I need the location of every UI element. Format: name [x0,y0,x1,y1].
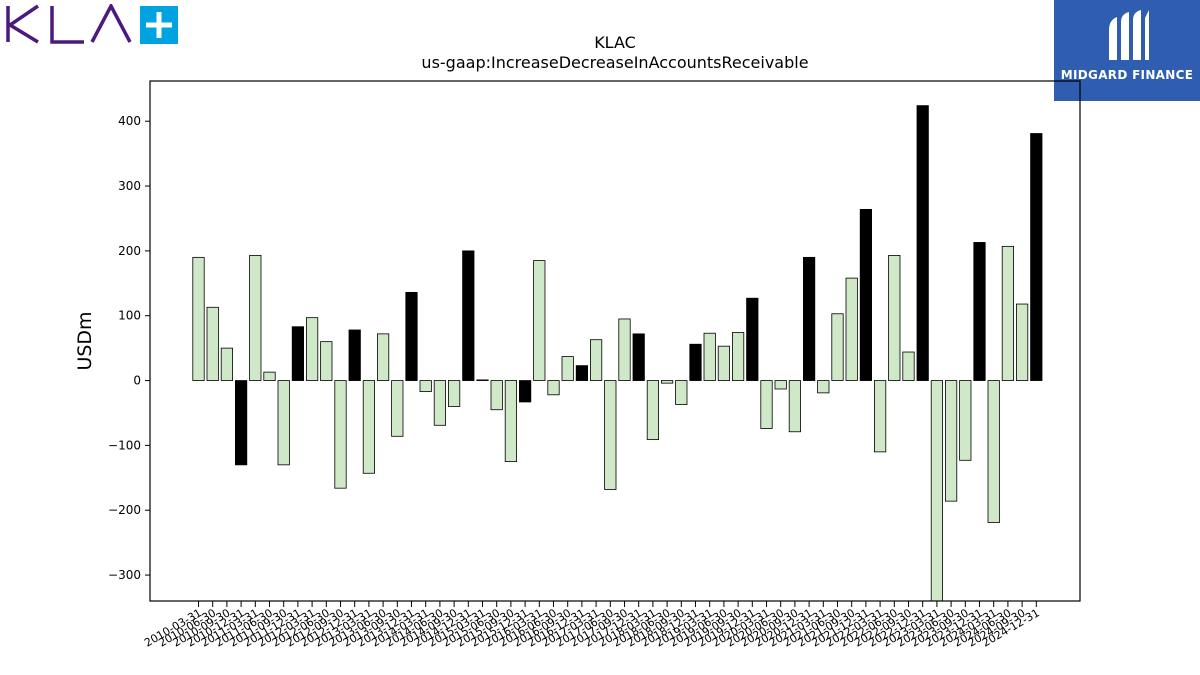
bar-2019-03-31 [703,332,716,381]
bar-2011-03-31 [249,255,262,381]
bar-2021-09-30 [845,277,858,381]
bar-2017-09-30 [618,318,631,381]
bar-2017-12-31 [632,333,645,381]
bar-2018-12-31 [689,343,702,381]
y-axis: −300 −200 −100 0 100 200 300 400 [108,114,150,582]
bar-2022-03-31 [874,380,887,453]
bar-2024-09-30 [1016,303,1029,381]
bar-2021-12-31 [859,208,873,381]
plot-frame [149,80,1081,602]
y-tick-label: −100 [108,438,141,452]
bar-2023-09-30 [959,380,972,461]
bar-2013-06-30 [376,333,390,381]
bar-2017-03-31 [590,339,603,381]
bar-2013-09-30 [391,380,404,437]
bar-2013-12-31 [405,291,418,381]
bar-2022-06-30 [888,255,901,381]
y-tick-label: 100 [118,309,141,323]
bar-2024-12-31 [1030,133,1043,381]
bar-2020-06-30 [774,380,787,390]
bar-2019-06-30 [717,345,731,381]
bar-2021-03-31 [817,380,830,394]
x-axis: 2010-03-312010-06-302010-09-302010-12-31… [142,601,1042,650]
bar-2016-03-31 [533,260,546,381]
bar-2016-06-30 [547,380,560,396]
bar-2014-09-30 [447,380,461,407]
bar-2016-09-30 [561,356,574,381]
y-tick-label: 400 [118,114,141,128]
bars-layer [192,105,1043,602]
bar-2019-09-30 [732,332,745,381]
bar-2020-03-31 [760,380,773,429]
bar-2015-09-30 [504,380,518,462]
bar-2022-09-30 [902,351,915,381]
chart-subtitle: us-gaap:IncreaseDecreaseInAccountsReceiv… [421,53,808,72]
bar-2020-12-31 [803,256,816,381]
kla-logo [6,4,178,44]
midgard-logo-icon [1109,10,1149,60]
y-tick-label: −200 [108,503,141,517]
midgard-finance-badge: MIDGARD FINANCE [1054,0,1200,101]
bar-2023-03-31 [930,380,944,602]
bar-2018-09-30 [675,380,688,405]
bar-2015-03-31 [476,379,489,381]
bar-2016-12-31 [575,365,589,381]
bar-2012-03-31 [305,317,319,381]
bar-2023-12-31 [973,242,986,381]
bar-2018-03-31 [646,380,660,440]
bar-2019-12-31 [746,297,759,381]
chart-title: KLAC [594,33,636,52]
bar-2022-12-31 [916,105,929,381]
bar-2015-12-31 [519,380,532,403]
y-tick-label: 0 [133,374,141,388]
bar-2014-03-31 [419,380,432,392]
bar-2012-12-31 [348,329,361,381]
y-tick-label: 200 [118,244,141,258]
y-tick-label: 300 [118,179,141,193]
midgard-finance-text: MIDGARD FINANCE [1060,68,1194,82]
y-tick-label: −300 [108,568,141,582]
bar-2024-06-30 [1001,245,1015,381]
kla-wordmark [6,4,132,44]
bar-2010-09-30 [220,347,233,381]
y-axis-label: USDm [74,311,96,370]
bar-2024-03-31 [987,380,1000,523]
bar-2012-06-30 [320,341,333,381]
bar-2015-06-30 [490,380,503,411]
bar-2011-12-31 [291,326,305,381]
bar-2014-12-31 [462,250,475,381]
bar-2023-06-30 [945,380,958,502]
bar-2020-09-30 [788,380,802,433]
bar-2014-06-30 [433,380,447,426]
bar-2010-03-31 [192,256,205,381]
bar-2010-06-30 [206,306,219,381]
bar-2021-06-30 [831,313,844,381]
bar-2013-03-31 [362,380,376,474]
bar-2011-06-30 [263,371,276,381]
bar-2010-12-31 [234,380,248,466]
bar-2017-06-30 [604,380,617,490]
bar-2018-06-30 [661,380,674,384]
bar-2011-09-30 [277,380,290,466]
bar-2012-09-30 [334,380,347,489]
